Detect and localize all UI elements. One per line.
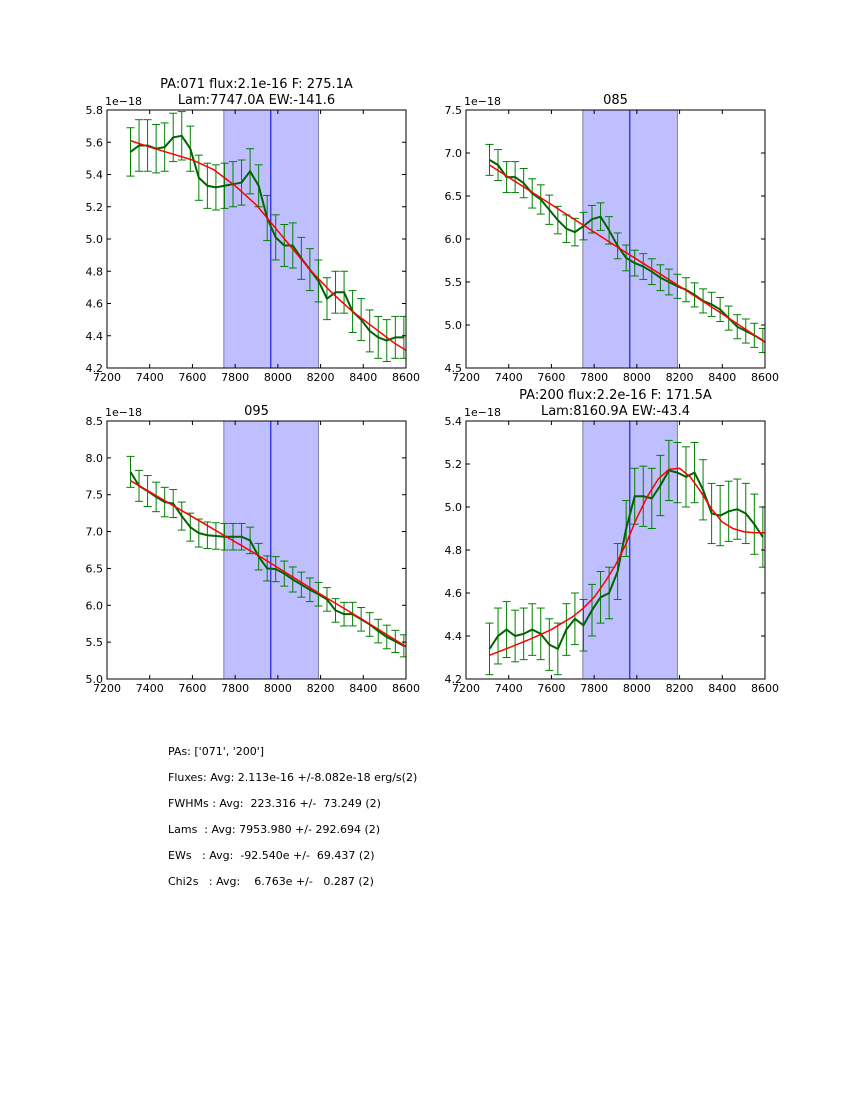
x-tick-label: 7800 bbox=[580, 682, 608, 695]
x-tick-label: 8000 bbox=[264, 682, 292, 695]
summary-fwhms: FWHMs : Avg: 223.316 +/- 73.249 (2) bbox=[168, 797, 381, 810]
y-tick-label: 6.0 bbox=[86, 599, 104, 612]
x-tick-label: 7600 bbox=[537, 371, 565, 384]
y-tick-label: 5.8 bbox=[86, 104, 104, 117]
x-tick-label: 7400 bbox=[495, 371, 523, 384]
data-series-line bbox=[488, 159, 764, 342]
y-offset-label: 1e−18 bbox=[464, 406, 501, 419]
x-tick-label: 7600 bbox=[178, 371, 206, 384]
fit-series-line bbox=[489, 164, 765, 343]
y-tick-label: 5.5 bbox=[86, 636, 104, 649]
panel-pa085: 7200 7400 7600 7800 8000 8200 8400 8600 4.5 5.0 5.… bbox=[445, 93, 780, 384]
x-tick-label: 7400 bbox=[136, 682, 164, 695]
y-tick-label: 8.0 bbox=[86, 452, 104, 465]
y-tick-label: 4.4 bbox=[445, 630, 463, 643]
x-tick-label: 8600 bbox=[751, 371, 779, 384]
x-tick-label: 7800 bbox=[580, 371, 608, 384]
x-tick-label: 7400 bbox=[136, 371, 164, 384]
y-tick-label: 5.0 bbox=[445, 319, 463, 332]
panel-title: Lam:7747.0A EW:-141.6 bbox=[178, 93, 335, 108]
y-tick-label: 4.2 bbox=[445, 673, 463, 686]
panel-pa200: 7200 7400 7600 7800 8000 8200 8400 8600 4.2 4.4 4.… bbox=[445, 388, 780, 695]
x-tick-label: 8400 bbox=[349, 371, 377, 384]
summary-block: PAs: ['071', '200'] Fluxes: Avg: 2.113e-… bbox=[168, 744, 417, 900]
x-tick-label: 7400 bbox=[495, 682, 523, 695]
x-tick-label: 7600 bbox=[537, 682, 565, 695]
x-tick-label: 7800 bbox=[221, 371, 249, 384]
x-tick-label: 8400 bbox=[708, 371, 736, 384]
fit-series-line bbox=[130, 480, 406, 648]
y-tick-label: 5.2 bbox=[445, 458, 463, 471]
x-tick-label: 8200 bbox=[307, 371, 335, 384]
panel-pa095: 7200 7400 7600 7800 8000 8200 8400 8600 5.0 5.5 6.… bbox=[86, 404, 421, 695]
y-tick-label: 5.4 bbox=[86, 169, 104, 182]
y-offset-label: 1e−18 bbox=[464, 95, 501, 108]
y-tick-label: 5.2 bbox=[86, 201, 104, 214]
x-tick-label: 8600 bbox=[392, 682, 420, 695]
y-tick-label: 7.5 bbox=[86, 489, 104, 502]
y-tick-label: 5.0 bbox=[445, 501, 463, 514]
x-tick-label: 8000 bbox=[623, 371, 651, 384]
summary-ews: EWs : Avg: -92.540e +/- 69.437 (2) bbox=[168, 849, 375, 862]
y-tick-label: 4.6 bbox=[86, 298, 104, 311]
x-tick-label: 8000 bbox=[623, 682, 651, 695]
x-tick-label: 8200 bbox=[307, 682, 335, 695]
panel-pa071: 7200 7400 7600 7800 8000 8200 8400 8600 4.2 4.4 4.… bbox=[86, 77, 421, 384]
y-tick-label: 7.5 bbox=[445, 104, 463, 117]
fit-series-line bbox=[489, 467, 765, 657]
x-tick-label: 8400 bbox=[349, 682, 377, 695]
y-tick-label: 7.0 bbox=[86, 526, 104, 539]
x-tick-label: 7200 bbox=[93, 371, 121, 384]
y-tick-label: 7.0 bbox=[445, 147, 463, 160]
panel-title: 095 bbox=[244, 404, 269, 419]
y-tick-label: 4.6 bbox=[445, 587, 463, 600]
y-tick-label: 6.5 bbox=[86, 562, 104, 575]
panel-title: 085 bbox=[603, 93, 628, 108]
plot-area bbox=[485, 110, 765, 368]
plot-area bbox=[126, 110, 406, 368]
y-tick-label: 5.0 bbox=[86, 233, 104, 246]
axes-frame bbox=[106, 420, 407, 680]
summary-fluxes: Fluxes: Avg: 2.113e-16 +/-8.082e-18 erg/… bbox=[168, 771, 418, 784]
summary-pas: PAs: ['071', '200'] bbox=[168, 745, 265, 758]
y-tick-label: 6.5 bbox=[445, 190, 463, 203]
plot-area bbox=[485, 421, 765, 679]
y-tick-label: 5.4 bbox=[445, 415, 463, 428]
fit-series-line bbox=[130, 139, 406, 351]
y-tick-label: 4.4 bbox=[86, 330, 104, 343]
y-tick-label: 8.5 bbox=[86, 415, 104, 428]
x-tick-label: 8600 bbox=[392, 371, 420, 384]
summary-lams: Lams : Avg: 7953.980 +/- 292.694 (2) bbox=[168, 823, 381, 836]
y-tick-label: 5.5 bbox=[445, 276, 463, 289]
x-tick-label: 8000 bbox=[264, 371, 292, 384]
y-offset-label: 1e−18 bbox=[105, 406, 142, 419]
x-tick-label: 8400 bbox=[708, 682, 736, 695]
x-tick-label: 8600 bbox=[751, 682, 779, 695]
x-tick-label: 8200 bbox=[666, 371, 694, 384]
y-tick-label: 5.6 bbox=[86, 136, 104, 149]
y-tick-label: 4.8 bbox=[86, 265, 104, 278]
x-tick-label: 7800 bbox=[221, 682, 249, 695]
x-tick-label: 7200 bbox=[93, 682, 121, 695]
panel-title: Lam:8160.9A EW:-43.4 bbox=[541, 404, 690, 419]
x-tick-label: 7200 bbox=[452, 371, 480, 384]
plot-area bbox=[126, 421, 406, 679]
x-tick-label: 7600 bbox=[178, 682, 206, 695]
y-tick-label: 4.8 bbox=[445, 544, 463, 557]
x-tick-label: 8200 bbox=[666, 682, 694, 695]
summary-chi2s: Chi2s : Avg: 6.763e +/- 0.287 (2) bbox=[168, 875, 374, 888]
y-tick-label: 4.2 bbox=[86, 362, 104, 375]
panel-title: PA:071 flux:2.1e-16 F: 275.1A bbox=[160, 77, 353, 92]
y-offset-label: 1e−18 bbox=[105, 95, 142, 108]
y-tick-label: 6.0 bbox=[445, 233, 463, 246]
y-tick-label: 5.0 bbox=[86, 673, 104, 686]
x-tick-label: 7200 bbox=[452, 682, 480, 695]
y-tick-label: 4.5 bbox=[445, 362, 463, 375]
panel-title: PA:200 flux:2.2e-16 F: 171.5A bbox=[519, 388, 712, 403]
